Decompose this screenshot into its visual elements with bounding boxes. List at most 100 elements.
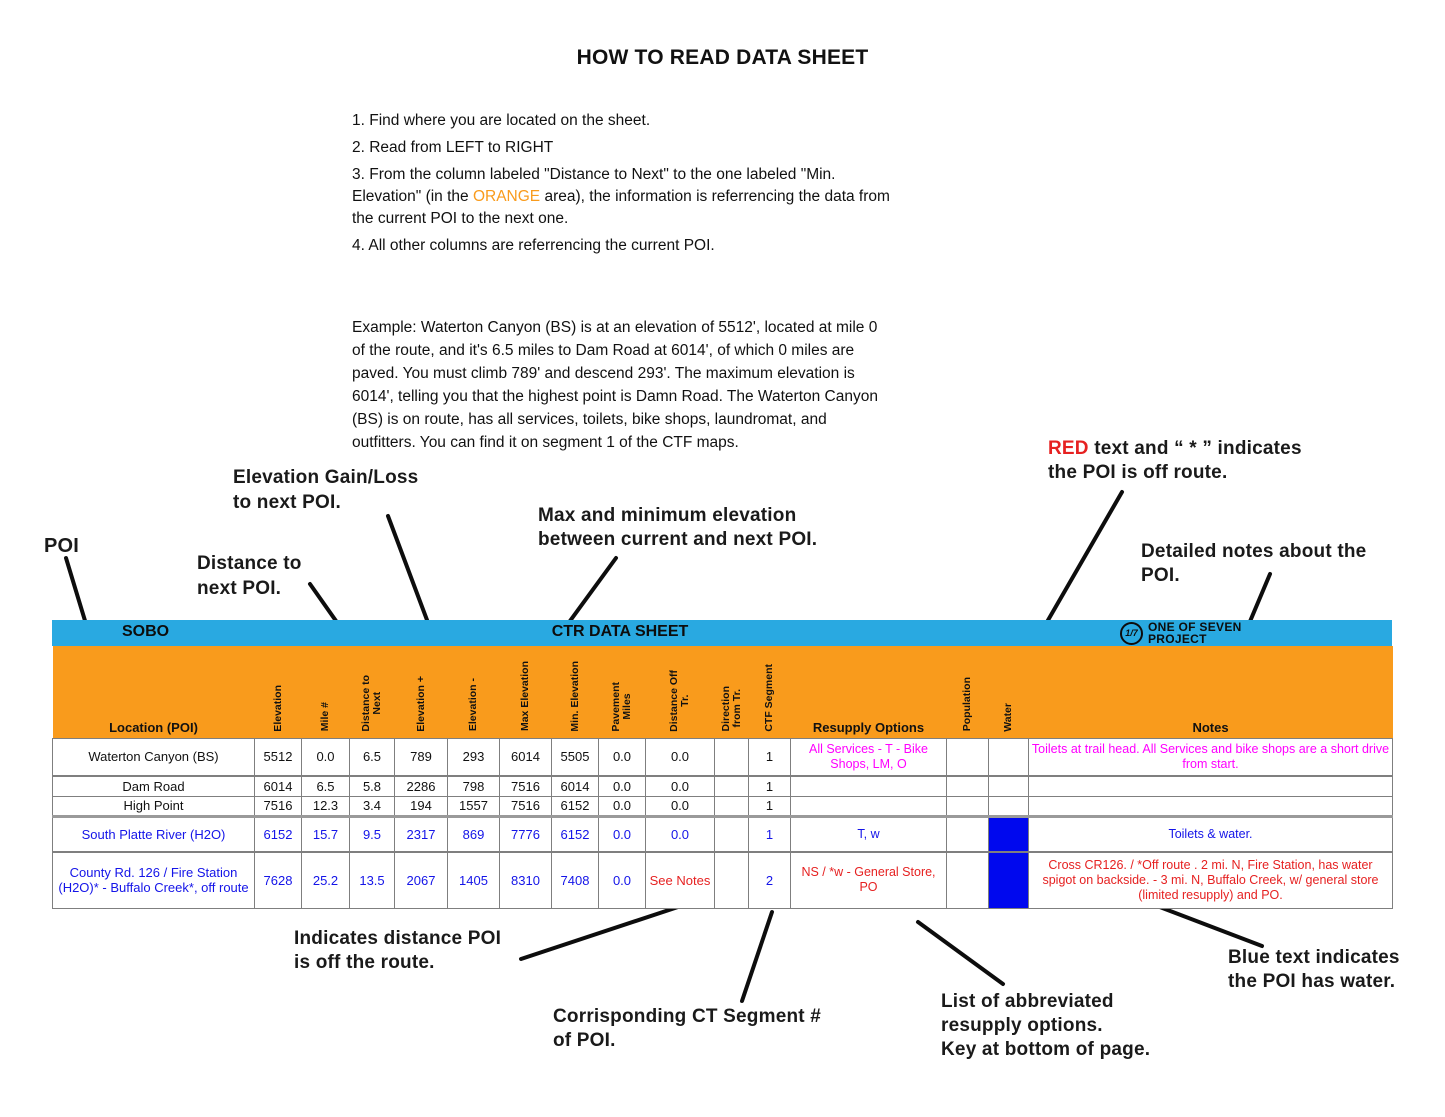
column-header-elevation: Elevation bbox=[254, 646, 302, 738]
elevation-minus-cell: 293 bbox=[447, 737, 500, 777]
column-header-label: Direction from Tr. bbox=[719, 685, 743, 732]
annotation-indicates-distance-off-route: Indicates distance POI is off the route. bbox=[294, 928, 502, 973]
column-header-elevation-minus: Elevation - bbox=[447, 646, 500, 738]
red-rest: text and “ * ” indicates the POI is off … bbox=[1048, 438, 1302, 483]
example-paragraph: Example: Waterton Canyon (BS) is at an e… bbox=[352, 319, 878, 451]
population-cell bbox=[946, 851, 989, 909]
distance-to-next-cell: 3.4 bbox=[349, 795, 395, 817]
notes-cell: Cross CR126. / *Off route . 2 mi. N, Fir… bbox=[1028, 851, 1393, 909]
pavement-miles-cell: 0.0 bbox=[598, 795, 646, 817]
water-cell bbox=[988, 775, 1029, 797]
annotation-resupply-options-list: List of abbreviated resupply options. Ke… bbox=[941, 991, 1151, 1060]
sheet-title: CTR DATA SHEET bbox=[551, 623, 689, 640]
elevation-plus-cell: 2286 bbox=[394, 775, 448, 797]
column-header-label: Distance to Next bbox=[360, 674, 383, 732]
max-elevation-cell: 7776 bbox=[499, 814, 552, 853]
mile-number-cell: 6.5 bbox=[301, 775, 350, 797]
location-cell: Waterton Canyon (BS) bbox=[52, 737, 255, 777]
direction-from-tr-cell bbox=[714, 775, 749, 797]
annotation-poi: POI bbox=[44, 535, 80, 557]
distance-to-next-cell: 9.5 bbox=[349, 814, 395, 853]
resupply-options-cell: All Services - T - Bike Shops, LM, O bbox=[790, 737, 947, 777]
column-header-label: Water bbox=[1002, 702, 1014, 732]
population-cell bbox=[946, 814, 989, 853]
table-row: High Point 7516 12.3 3.4 194 1557 7516 6152 0.0 0… bbox=[52, 795, 1393, 817]
ctf-segment-cell: 1 bbox=[748, 737, 791, 777]
annotation-ct-segment: Corrisponding CT Segment # of POI. bbox=[553, 1006, 822, 1051]
distance-to-next-cell: 5.8 bbox=[349, 775, 395, 797]
column-header-resupply-options: Resupply Options bbox=[790, 646, 947, 738]
elevation-plus-cell: 194 bbox=[394, 795, 448, 817]
distance-to-next-cell: 13.5 bbox=[349, 851, 395, 909]
min-elevation-cell: 6152 bbox=[551, 814, 599, 853]
direction-from-tr-cell bbox=[714, 737, 749, 777]
max-elevation-cell: 7516 bbox=[499, 795, 552, 817]
table-row: Dam Road 6014 6.5 5.8 2286 798 7516 6014 0.0 0.0 1 bbox=[52, 775, 1393, 797]
instructions-list: 1. Find where you are located on the she… bbox=[352, 110, 1032, 262]
water-cell bbox=[988, 737, 1029, 777]
distance-off-tr-cell: 0.0 bbox=[645, 737, 715, 777]
resupply-options-cell bbox=[790, 795, 947, 817]
distance-off-tr-cell: See Notes bbox=[645, 851, 715, 909]
column-header-location: Location (POI) bbox=[52, 646, 255, 738]
pavement-miles-cell: 0.0 bbox=[598, 775, 646, 797]
min-elevation-cell: 5505 bbox=[551, 737, 599, 777]
pavement-miles-cell: 0.0 bbox=[598, 851, 646, 909]
column-header-max-elevation: Max Elevation bbox=[499, 646, 552, 738]
annotation-line bbox=[519, 904, 683, 961]
column-header-label: Population bbox=[961, 677, 973, 732]
instruction-3-text: 3. From the column labeled "Distance to … bbox=[352, 166, 836, 205]
table-row: South Platte River (H2O) 6152 15.7 9.5 2317 8… bbox=[52, 814, 1393, 853]
column-header-elevation-plus: Elevation + bbox=[394, 646, 448, 738]
column-header-label: Elevation bbox=[271, 684, 284, 732]
column-header-population: Population bbox=[946, 646, 989, 738]
column-header-distance-to-next: Distance to Next bbox=[349, 646, 395, 738]
max-elevation-cell: 7516 bbox=[499, 775, 552, 797]
ctf-segment-cell: 1 bbox=[748, 795, 791, 817]
one-seventh-icon: 1/7 bbox=[1120, 621, 1143, 645]
elevation-plus-cell: 789 bbox=[394, 737, 448, 777]
column-header-label: CTF Segment bbox=[763, 663, 775, 732]
column-header-water: Water bbox=[988, 646, 1029, 738]
elevation-plus-cell: 2067 bbox=[394, 851, 448, 909]
instruction-4: 4. All other columns are referrencing th… bbox=[352, 237, 715, 254]
max-elevation-cell: 8310 bbox=[499, 851, 552, 909]
direction-from-tr-cell bbox=[714, 795, 749, 817]
elevation-cell: 6152 bbox=[254, 814, 302, 853]
location-cell: County Rd. 126 / Fire Station (H2O)* - B… bbox=[52, 851, 255, 909]
red-word: RED bbox=[1048, 438, 1089, 459]
ctf-segment-cell: 1 bbox=[748, 814, 791, 853]
column-header-ctf-segment: CTF Segment bbox=[748, 646, 791, 738]
annotation-detailed-notes: Detailed notes about the POI. bbox=[1141, 541, 1367, 586]
max-elevation-cell: 6014 bbox=[499, 737, 552, 777]
page-title: HOW TO READ DATA SHEET bbox=[576, 46, 869, 69]
column-header-label: Elevation - bbox=[467, 678, 479, 732]
location-cell: South Platte River (H2O) bbox=[52, 814, 255, 853]
column-header-direction-from-tr: Direction from Tr. bbox=[714, 646, 749, 738]
resupply-options-cell: T, w bbox=[790, 814, 947, 853]
mile-number-cell: 25.2 bbox=[301, 851, 350, 909]
resupply-options-cell bbox=[790, 775, 947, 797]
column-header-label: Max Elevation bbox=[519, 661, 531, 732]
ctf-segment-cell: 2 bbox=[748, 851, 791, 909]
population-cell bbox=[946, 795, 989, 817]
instruction-3-text-end: area), the information is referrencing t… bbox=[352, 188, 890, 227]
data-sheet: SOBO CTR DATA SHEET 1/7 ONE OF SEVEN PRO… bbox=[52, 620, 1393, 909]
pavement-miles-cell: 0.0 bbox=[598, 737, 646, 777]
direction-from-tr-cell bbox=[714, 814, 749, 853]
resupply-options-cell: NS / *w - General Store, PO bbox=[790, 851, 947, 909]
column-header-label: Elevation + bbox=[414, 675, 427, 732]
annotation-distance-to-next: Distance to next POI. bbox=[197, 553, 302, 599]
column-header-min-elevation: Min. Elevation bbox=[551, 646, 599, 738]
ctf-segment-cell: 1 bbox=[748, 775, 791, 797]
water-cell bbox=[988, 851, 1029, 909]
annotation-blue-text-water: Blue text indicates the POI has water. bbox=[1228, 947, 1400, 992]
min-elevation-cell: 6014 bbox=[551, 775, 599, 797]
mile-number-cell: 12.3 bbox=[301, 795, 350, 817]
location-cell: High Point bbox=[52, 795, 255, 817]
one-of-seven-logo: 1/7 ONE OF SEVEN PROJECT bbox=[1120, 621, 1242, 645]
distance-off-tr-cell: 0.0 bbox=[645, 814, 715, 853]
orange-word: ORANGE bbox=[472, 188, 541, 205]
annotation-red-text-off-route: RED text and “ * ” indicates the POI is … bbox=[1048, 437, 1302, 485]
